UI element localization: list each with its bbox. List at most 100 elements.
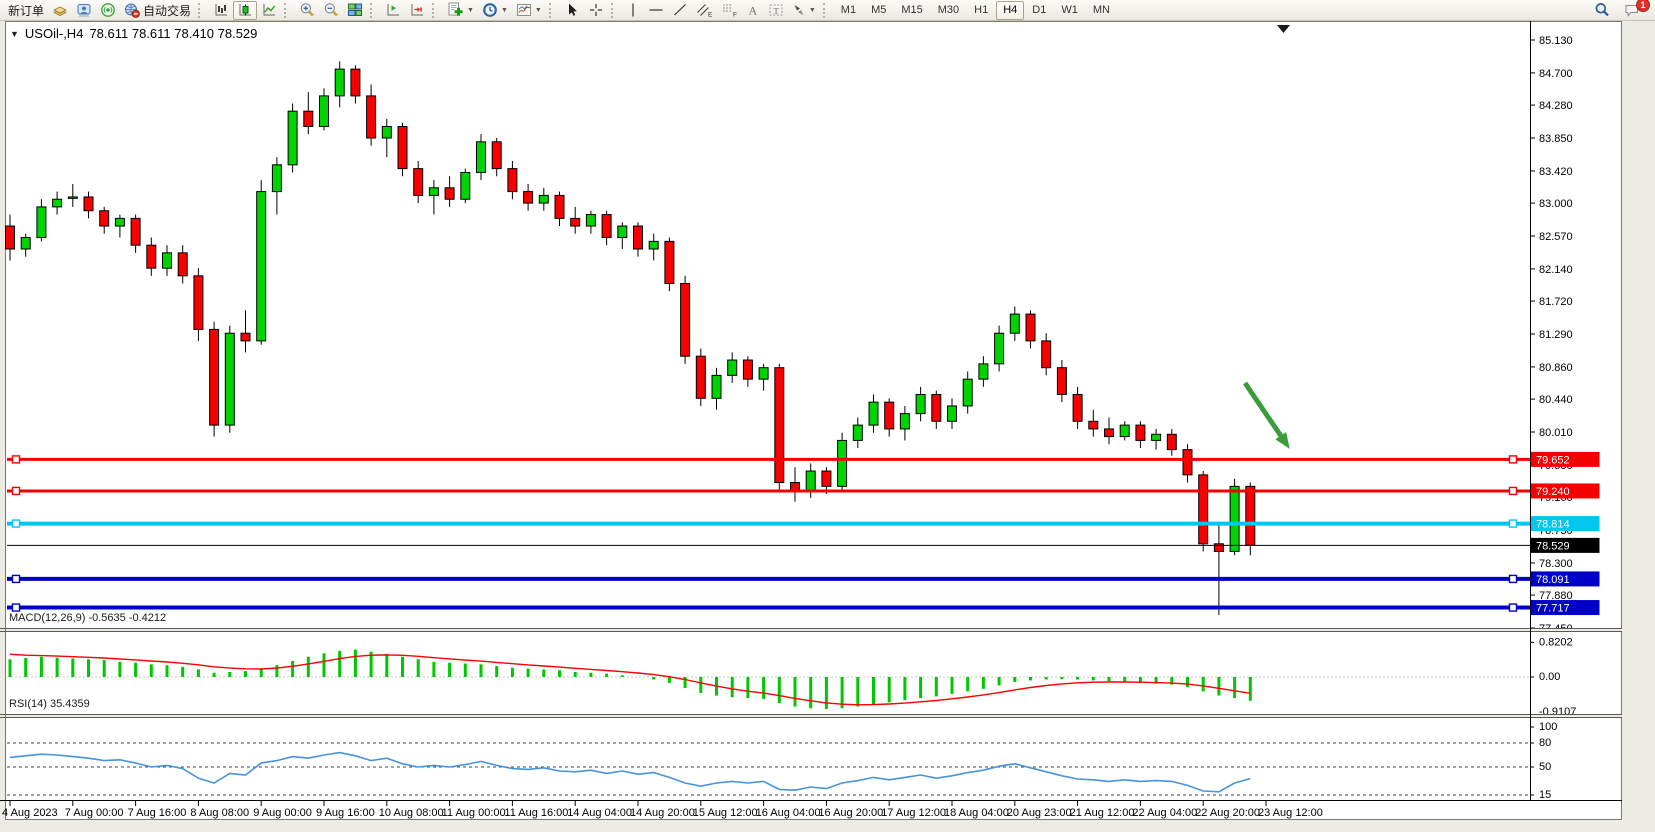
rsi-panel: 100 80 50 15 [7,721,1557,801]
candle [83,196,94,212]
macd-signal-line [9,653,1251,706]
svg-text:77.717: 77.717 [1536,603,1570,615]
candle [130,217,141,246]
svg-text:21 Aug 12:00: 21 Aug 12:00 [1070,807,1135,819]
timeframe-W1[interactable]: W1 [1054,1,1085,20]
candle [240,332,251,342]
time-axis[interactable]: 4 Aug 2023 7 Aug 00:00 7 Aug 16:00 8 Aug 08… [2,801,1323,819]
notifications-button[interactable]: 1 [1620,0,1650,20]
chart-title: ▼ USOil-,H4 78.611 78.611 78.410 78.529 [10,26,257,41]
candle [664,240,675,284]
auto-scroll-button[interactable] [405,1,429,20]
equidistant-channel-button[interactable]: E [692,1,717,20]
price-lines[interactable]: 79.652 79.240 78.814 78.529 78.091 77.717 [7,451,1600,616]
arrows-icon [794,5,804,16]
timeframe-M5[interactable]: M5 [864,1,893,20]
candle [1056,367,1067,395]
candle [1198,474,1209,545]
line-chart-icon [263,4,276,16]
bars-chart-button[interactable] [209,1,233,20]
price-line-label-box [1530,537,1600,553]
timeframe-M30[interactable]: M30 [931,1,966,20]
candle [570,217,581,227]
timeframe-M15[interactable]: M15 [894,1,929,20]
svg-text:80: 80 [1539,737,1551,749]
signals-button[interactable] [96,1,120,20]
cursor-button[interactable] [560,1,584,20]
line-chart-button[interactable] [257,1,281,20]
timeframe-H4[interactable]: H4 [996,0,1025,20]
chart-shift-button[interactable] [381,1,405,20]
fibonacci-button[interactable]: F [717,1,742,20]
macd-indicator-label: MACD(12,26,9) -0.5635 -0.4212 [9,612,167,624]
candle [962,378,973,407]
arrows-button[interactable]: ▼ [788,1,820,20]
svg-text:F: F [733,12,737,19]
svg-text:14 Aug 20:00: 14 Aug 20:00 [630,807,695,819]
candlestick-chart-button[interactable] [233,0,258,20]
depth-of-market-button[interactable] [48,1,72,20]
candle [1009,313,1020,334]
candle [947,405,957,422]
auto-scroll-icon [411,4,424,16]
candle [1135,424,1146,441]
timeframe-M1[interactable]: M1 [834,1,863,20]
svg-text:83.000: 83.000 [1539,198,1573,210]
candle [224,332,235,426]
candles [5,61,1256,615]
metaeditor-button[interactable] [72,1,96,20]
price-line-label-box [1530,483,1600,499]
svg-text:78.529: 78.529 [1536,540,1570,552]
zoom-out-button[interactable] [319,1,343,20]
text-label-button[interactable]: T [764,1,788,20]
timeframe-H1[interactable]: H1 [967,1,995,20]
toolbar-right: 1 [1590,0,1651,20]
one-click-trading-arrow[interactable]: ▼ [10,28,19,39]
horizontal-line-button[interactable] [644,1,668,20]
svg-text:82.570: 82.570 [1539,231,1573,243]
templates-button[interactable]: ▼ [512,1,546,20]
autotrading-label: 自动交易 [143,3,192,18]
dropdown-caret: ▼ [500,6,508,14]
metaeditor-icon [77,4,91,17]
candle [617,225,628,239]
svg-text:0.8202: 0.8202 [1539,636,1573,648]
clock-icon [483,3,497,17]
chart-canvas[interactable]: 85.130 84.700 84.280 83.850 83.420 83.000 82.5… [0,21,1655,832]
new-order-label: 新订单 [8,3,45,18]
price-line-label-box [1530,516,1600,532]
candle [711,374,722,399]
candle [742,359,753,380]
tile-windows-button[interactable] [343,1,367,20]
timeframe-MN[interactable]: MN [1086,1,1117,20]
line-handle [1508,455,1518,464]
candle [256,191,267,342]
vertical-line-button[interactable] [622,1,644,20]
candle [1025,313,1036,342]
svg-text:83.420: 83.420 [1539,166,1573,178]
svg-text:11 Aug 00:00: 11 Aug 00:00 [442,807,506,819]
trendline-button[interactable] [668,1,692,20]
zoom-in-button[interactable] [295,1,319,20]
timeframe-D1[interactable]: D1 [1025,1,1053,20]
line-handle [11,455,21,464]
periods-button[interactable]: ▼ [478,1,512,20]
text-button[interactable]: A [742,1,764,20]
candle [397,126,408,170]
indicators-button[interactable]: ▼ [443,1,478,20]
new-order-button[interactable]: 新订单 [4,1,48,20]
candle [366,95,377,139]
svg-text:78.091: 78.091 [1536,574,1570,586]
crosshair-button[interactable] [584,1,608,20]
autotrading-button[interactable]: 自动交易 [120,1,195,20]
svg-text:84.700: 84.700 [1539,68,1573,80]
rsi-indicator-label: RSI(14) 35.4359 [9,698,90,710]
candle [1151,433,1162,441]
line-handle [1508,486,1518,496]
search-button[interactable] [1590,1,1614,20]
annotation-arrow[interactable] [1242,381,1290,449]
candle [899,413,910,430]
vertical-line-icon [632,3,634,17]
candle [177,252,188,277]
svg-text:81.720: 81.720 [1539,296,1573,308]
